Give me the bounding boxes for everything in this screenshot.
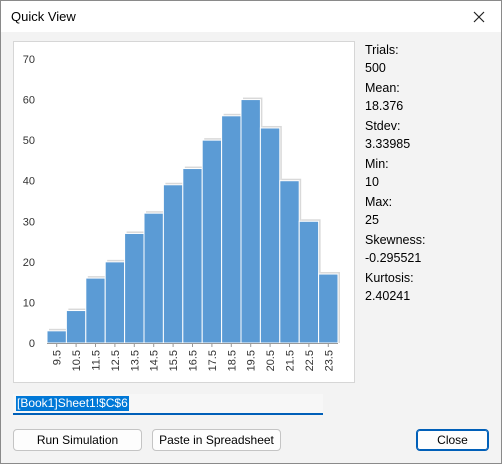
histogram-bar — [124, 232, 145, 344]
x-tick-label: 15.5 — [168, 350, 180, 371]
mean-value: 18.376 — [365, 98, 404, 113]
histogram-svg: 0 10 20 30 40 50 60 70 9.5 10.5 11.5 12.5 13.5 14.5 15… — [23, 54, 340, 371]
histogram-bar — [279, 180, 300, 344]
histogram-bar — [162, 184, 184, 344]
x-tick-label: 10.5 — [71, 350, 83, 371]
histogram-bar — [318, 273, 339, 344]
histogram-chart: 0 10 20 30 40 50 60 70 9.5 10.5 11.5 12.5 13.5 14.5 15… — [13, 41, 355, 383]
paste-in-spreadsheet-button[interactable]: Paste in Spreadsheet — [152, 429, 281, 451]
stdev-value: 3.33985 — [365, 136, 411, 151]
y-tick-label: 50 — [23, 135, 35, 147]
x-tick-label: 14.5 — [149, 350, 161, 371]
histogram-bar — [143, 212, 164, 344]
kurtosis-label: Kurtosis: — [365, 271, 414, 285]
min-label: Min: — [365, 157, 389, 171]
histogram-bar — [298, 220, 320, 344]
histogram-bar — [240, 99, 261, 344]
window-title: Quick View — [11, 9, 76, 24]
trials-value: 500 — [365, 60, 386, 75]
y-tick-label: 40 — [23, 176, 35, 188]
x-tick-label: 12.5 — [110, 350, 122, 371]
histogram-bar — [221, 115, 242, 344]
statistics-panel: Trials: 500 Mean: 18.376 Stdev: 3.33985 … — [365, 42, 495, 305]
x-tick-label: 16.5 — [188, 350, 200, 371]
stdev-label: Stdev: — [365, 119, 401, 133]
histogram-bar — [104, 261, 126, 344]
histogram-bar — [182, 168, 203, 344]
histogram-bar — [85, 277, 106, 344]
histogram-bar — [201, 139, 223, 344]
kurtosis-value: 2.40241 — [365, 288, 411, 303]
run-simulation-button[interactable]: Run Simulation — [13, 429, 142, 451]
cell-reference-text[interactable]: [Book1]Sheet1!$C$6 — [16, 396, 129, 411]
x-tick-label: 17.5 — [207, 350, 219, 371]
skewness-value: -0.295521 — [365, 250, 422, 265]
x-tick-label: 11.5 — [91, 350, 103, 371]
max-label: Max: — [365, 195, 393, 209]
histogram-bar — [259, 127, 281, 344]
min-value: 10 — [365, 174, 379, 189]
x-tick-label: 21.5 — [285, 350, 297, 371]
mean-label: Mean: — [365, 81, 400, 95]
x-tick-label: 23.5 — [323, 350, 335, 371]
skewness-label: Skewness: — [365, 233, 426, 247]
histogram-bar — [65, 310, 87, 344]
y-tick-label: 70 — [23, 54, 35, 66]
close-icon[interactable] — [457, 1, 501, 32]
y-tick-label: 20 — [23, 257, 35, 269]
x-tick-label: 18.5 — [226, 350, 238, 371]
close-button[interactable]: Close — [416, 429, 489, 451]
x-tick-label: 19.5 — [246, 350, 258, 371]
y-tick-label: 0 — [29, 338, 35, 350]
x-tick-label: 13.5 — [129, 350, 141, 371]
y-tick-label: 30 — [23, 216, 35, 228]
trials-label: Trials: — [365, 43, 399, 57]
x-tick-label: 20.5 — [265, 350, 277, 371]
y-tick-label: 60 — [23, 95, 35, 107]
max-value: 25 — [365, 212, 379, 227]
title-bar[interactable]: Quick View — [1, 1, 501, 32]
close-x-glyph — [473, 11, 485, 22]
x-tick-label: 22.5 — [304, 350, 316, 371]
histogram-bar — [46, 330, 67, 344]
x-tick-label: 9.5 — [52, 350, 64, 365]
cell-reference-field[interactable]: [Book1]Sheet1!$C$6 — [13, 394, 323, 415]
y-tick-label: 10 — [23, 297, 35, 309]
